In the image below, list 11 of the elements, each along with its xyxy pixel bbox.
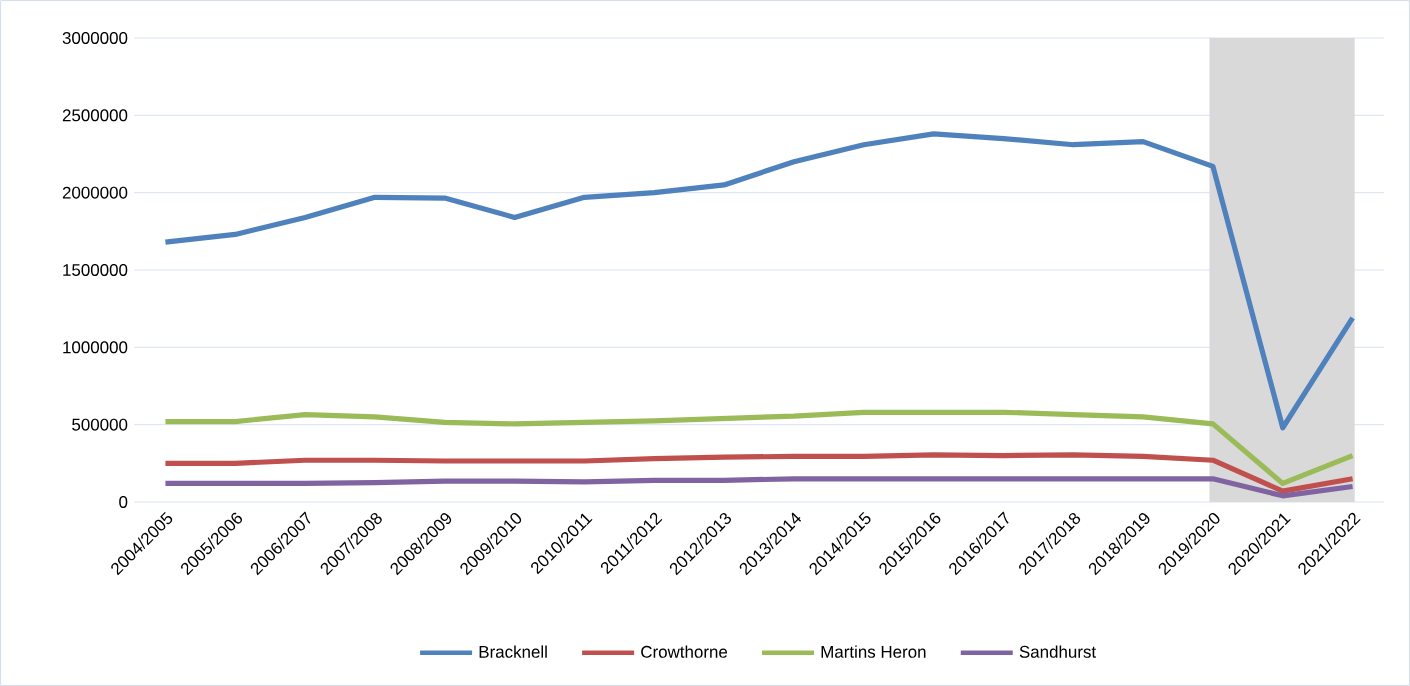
legend-label: Martins Heron (821, 645, 926, 658)
y-tick-label: 3000000 (62, 32, 128, 44)
y-tick-label: 1500000 (63, 264, 128, 276)
y-tick-label: 500000 (72, 418, 128, 431)
y-tick-label: 0 (119, 496, 128, 508)
y-tick-label: 2500000 (62, 109, 128, 122)
legend-label: Crowthorne (641, 645, 728, 658)
y-tick-label: 2000000 (62, 186, 128, 199)
legend-label: Bracknell (479, 645, 547, 658)
y-tick-label: 1000000 (63, 341, 128, 354)
legend-label: Sandhurst (1019, 645, 1097, 658)
